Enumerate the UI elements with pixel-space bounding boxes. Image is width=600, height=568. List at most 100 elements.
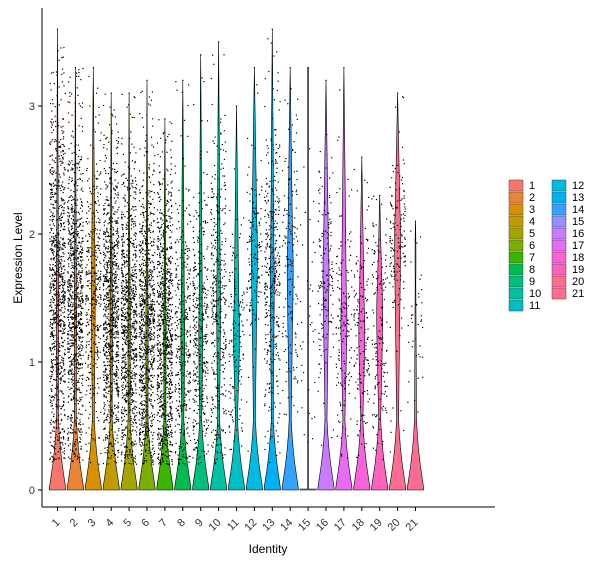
data-point bbox=[55, 434, 57, 436]
data-point bbox=[139, 433, 141, 435]
data-point bbox=[139, 366, 141, 368]
data-point bbox=[135, 312, 137, 314]
data-point bbox=[129, 137, 131, 139]
data-point bbox=[95, 255, 97, 257]
data-point bbox=[60, 214, 62, 216]
points-1 bbox=[49, 28, 66, 463]
data-point bbox=[134, 264, 136, 266]
data-point bbox=[153, 358, 155, 360]
data-point bbox=[134, 336, 136, 338]
data-point bbox=[69, 277, 71, 279]
data-point bbox=[60, 225, 62, 227]
data-point bbox=[132, 441, 134, 444]
data-point bbox=[115, 421, 118, 423]
data-point bbox=[130, 318, 132, 320]
data-point bbox=[49, 238, 51, 240]
data-point bbox=[125, 233, 128, 235]
data-point bbox=[122, 354, 124, 356]
data-point bbox=[130, 395, 132, 397]
data-point bbox=[50, 141, 52, 143]
data-point bbox=[104, 364, 106, 367]
data-point bbox=[122, 279, 124, 282]
data-point bbox=[143, 289, 145, 291]
data-point bbox=[117, 232, 119, 234]
data-point bbox=[94, 227, 97, 229]
data-point bbox=[104, 371, 106, 373]
data-point bbox=[135, 285, 137, 288]
data-point bbox=[149, 442, 151, 444]
data-point bbox=[63, 430, 65, 432]
data-point bbox=[110, 242, 112, 244]
data-point bbox=[117, 407, 119, 409]
data-point bbox=[56, 314, 58, 316]
data-point bbox=[106, 373, 108, 375]
data-point bbox=[60, 276, 62, 278]
data-point bbox=[143, 388, 145, 390]
data-point bbox=[70, 342, 72, 344]
data-point bbox=[70, 254, 73, 256]
data-point bbox=[145, 299, 147, 301]
data-point bbox=[73, 451, 75, 453]
data-point bbox=[107, 343, 109, 345]
data-point bbox=[85, 298, 87, 300]
data-point bbox=[132, 206, 134, 208]
data-point bbox=[108, 289, 110, 291]
data-point bbox=[105, 386, 107, 388]
data-point bbox=[109, 299, 112, 301]
data-point bbox=[142, 318, 144, 320]
data-point bbox=[133, 234, 135, 236]
data-point bbox=[134, 319, 136, 321]
data-point bbox=[54, 437, 56, 439]
data-point bbox=[108, 319, 110, 321]
data-point bbox=[115, 265, 117, 267]
data-point bbox=[147, 362, 149, 364]
data-point bbox=[68, 310, 70, 312]
data-point bbox=[106, 213, 109, 215]
data-point bbox=[120, 378, 122, 380]
data-point bbox=[77, 235, 79, 237]
data-point bbox=[75, 384, 78, 386]
data-point bbox=[149, 363, 151, 365]
data-point bbox=[69, 339, 71, 341]
data-point bbox=[98, 463, 100, 465]
data-point bbox=[141, 412, 144, 414]
data-point bbox=[131, 370, 133, 372]
data-point bbox=[63, 131, 65, 133]
data-point bbox=[142, 206, 144, 208]
data-point bbox=[139, 264, 141, 266]
violin-18 bbox=[353, 157, 371, 491]
data-point bbox=[82, 237, 84, 239]
data-point bbox=[129, 409, 131, 411]
data-point bbox=[99, 377, 101, 379]
data-point bbox=[58, 324, 61, 326]
data-point bbox=[80, 358, 82, 360]
data-point bbox=[146, 265, 148, 267]
data-point bbox=[67, 206, 69, 208]
data-point bbox=[149, 249, 151, 251]
data-point bbox=[88, 272, 90, 274]
data-point bbox=[131, 356, 133, 358]
data-point bbox=[96, 329, 98, 331]
data-point bbox=[127, 383, 129, 385]
data-point bbox=[113, 311, 115, 313]
data-point bbox=[133, 323, 135, 325]
data-point bbox=[139, 245, 141, 247]
data-point bbox=[117, 337, 119, 339]
data-point bbox=[135, 431, 137, 433]
data-point bbox=[118, 428, 120, 430]
data-point bbox=[116, 390, 118, 392]
data-point bbox=[108, 167, 111, 169]
data-point bbox=[130, 351, 132, 353]
data-point bbox=[59, 382, 62, 384]
data-point bbox=[56, 373, 58, 375]
data-point bbox=[56, 252, 58, 254]
data-point bbox=[61, 320, 63, 322]
data-point bbox=[108, 435, 110, 437]
data-point bbox=[106, 452, 108, 454]
data-point bbox=[149, 336, 151, 338]
data-point bbox=[81, 364, 83, 366]
data-point bbox=[127, 204, 130, 206]
data-point bbox=[143, 400, 145, 402]
data-point bbox=[131, 218, 133, 220]
data-point bbox=[142, 374, 145, 376]
